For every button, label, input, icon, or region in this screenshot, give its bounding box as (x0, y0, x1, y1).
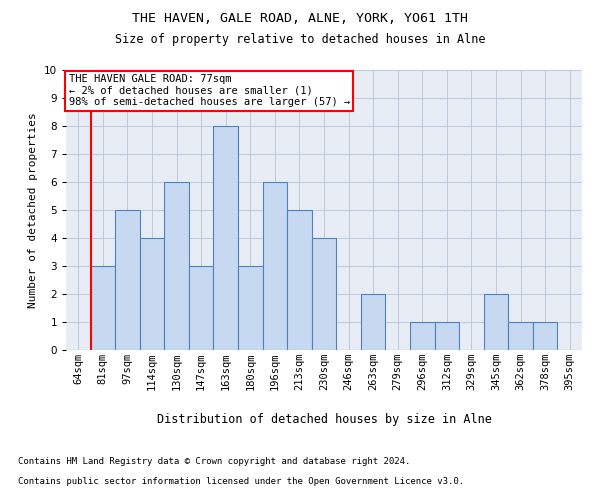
Bar (263, 182, 287, 350)
Text: THE HAVEN GALE ROAD: 77sqm
← 2% of detached houses are smaller (1)
98% of semi-d: THE HAVEN GALE ROAD: 77sqm ← 2% of detac… (68, 74, 350, 108)
Y-axis label: Number of detached properties: Number of detached properties (28, 112, 38, 308)
Bar (164, 182, 189, 350)
Bar (189, 266, 214, 350)
Text: Distribution of detached houses by size in Alne: Distribution of detached houses by size … (157, 412, 491, 426)
Bar (361, 294, 385, 350)
Text: Contains HM Land Registry data © Crown copyright and database right 2024.: Contains HM Land Registry data © Crown c… (18, 458, 410, 466)
Text: Size of property relative to detached houses in Alne: Size of property relative to detached ho… (115, 32, 485, 46)
Bar (115, 210, 140, 350)
Bar (214, 126, 238, 350)
Text: Contains public sector information licensed under the Open Government Licence v3: Contains public sector information licen… (18, 478, 464, 486)
Bar (434, 322, 459, 350)
Text: THE HAVEN, GALE ROAD, ALNE, YORK, YO61 1TH: THE HAVEN, GALE ROAD, ALNE, YORK, YO61 1… (132, 12, 468, 26)
Bar (508, 322, 533, 350)
Bar (140, 238, 164, 350)
Bar (312, 238, 336, 350)
Bar (238, 266, 263, 350)
Bar (484, 294, 508, 350)
Bar (410, 322, 434, 350)
Bar (533, 322, 557, 350)
Bar (287, 210, 312, 350)
Bar (91, 266, 115, 350)
